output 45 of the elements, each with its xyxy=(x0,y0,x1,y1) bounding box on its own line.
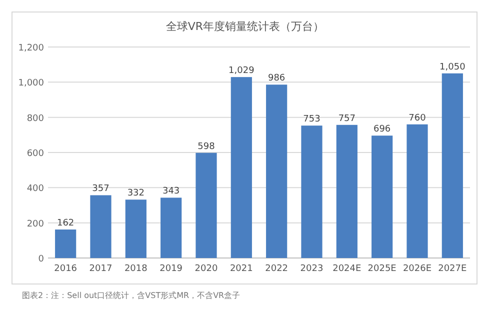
bar xyxy=(160,198,182,258)
x-tick-label: 2023 xyxy=(300,264,324,274)
bar xyxy=(266,84,288,258)
y-tick-label: 400 xyxy=(26,184,44,194)
bar xyxy=(196,152,217,258)
y-tick-label: 1,000 xyxy=(18,78,44,89)
data-label: 757 xyxy=(338,114,356,124)
data-label: 598 xyxy=(198,142,216,152)
y-tick-label: 0 xyxy=(38,254,44,264)
x-tick-label: 2024E xyxy=(332,264,362,274)
x-tick-label: 2020 xyxy=(194,264,218,274)
y-tick-label: 1,200 xyxy=(18,44,44,54)
bar xyxy=(372,136,393,258)
bar xyxy=(301,126,322,258)
x-tick-label: 2025E xyxy=(368,264,397,274)
x-tick-label: 2022 xyxy=(265,264,288,274)
data-label: 162 xyxy=(56,218,74,229)
bar xyxy=(406,124,428,258)
bar xyxy=(336,124,358,258)
x-tick-label: 2021 xyxy=(230,264,253,274)
y-tick-label: 800 xyxy=(26,114,44,124)
bar xyxy=(442,73,463,258)
x-tick-label: 2027E xyxy=(438,264,468,274)
data-label: 1,029 xyxy=(228,66,255,76)
bar xyxy=(230,77,252,258)
chart-title: 全球VR年度销量统计表（万台） xyxy=(166,20,324,33)
x-tick-label: 2017 xyxy=(89,264,112,274)
data-label: 343 xyxy=(162,186,180,197)
bar xyxy=(125,200,146,258)
data-label: 357 xyxy=(92,184,110,194)
data-label: 753 xyxy=(303,114,320,125)
data-label: 760 xyxy=(408,113,426,124)
x-tick-label: 2016 xyxy=(54,264,78,274)
y-tick-label: 200 xyxy=(26,219,44,230)
x-tick-label: 2019 xyxy=(160,264,183,274)
data-label: 332 xyxy=(127,188,145,199)
bar xyxy=(90,195,112,258)
text: 图表2：注：Sell out口径统计，含VST形式MR，不含VR盒子 xyxy=(22,291,240,300)
x-tick-label: 2018 xyxy=(124,264,148,274)
x-tick-label: 2026E xyxy=(402,264,432,274)
bar xyxy=(55,230,76,258)
data-label: 986 xyxy=(268,74,286,84)
data-label: 1,050 xyxy=(440,62,466,72)
data-label: 696 xyxy=(373,124,391,135)
y-tick-label: 600 xyxy=(26,149,44,159)
